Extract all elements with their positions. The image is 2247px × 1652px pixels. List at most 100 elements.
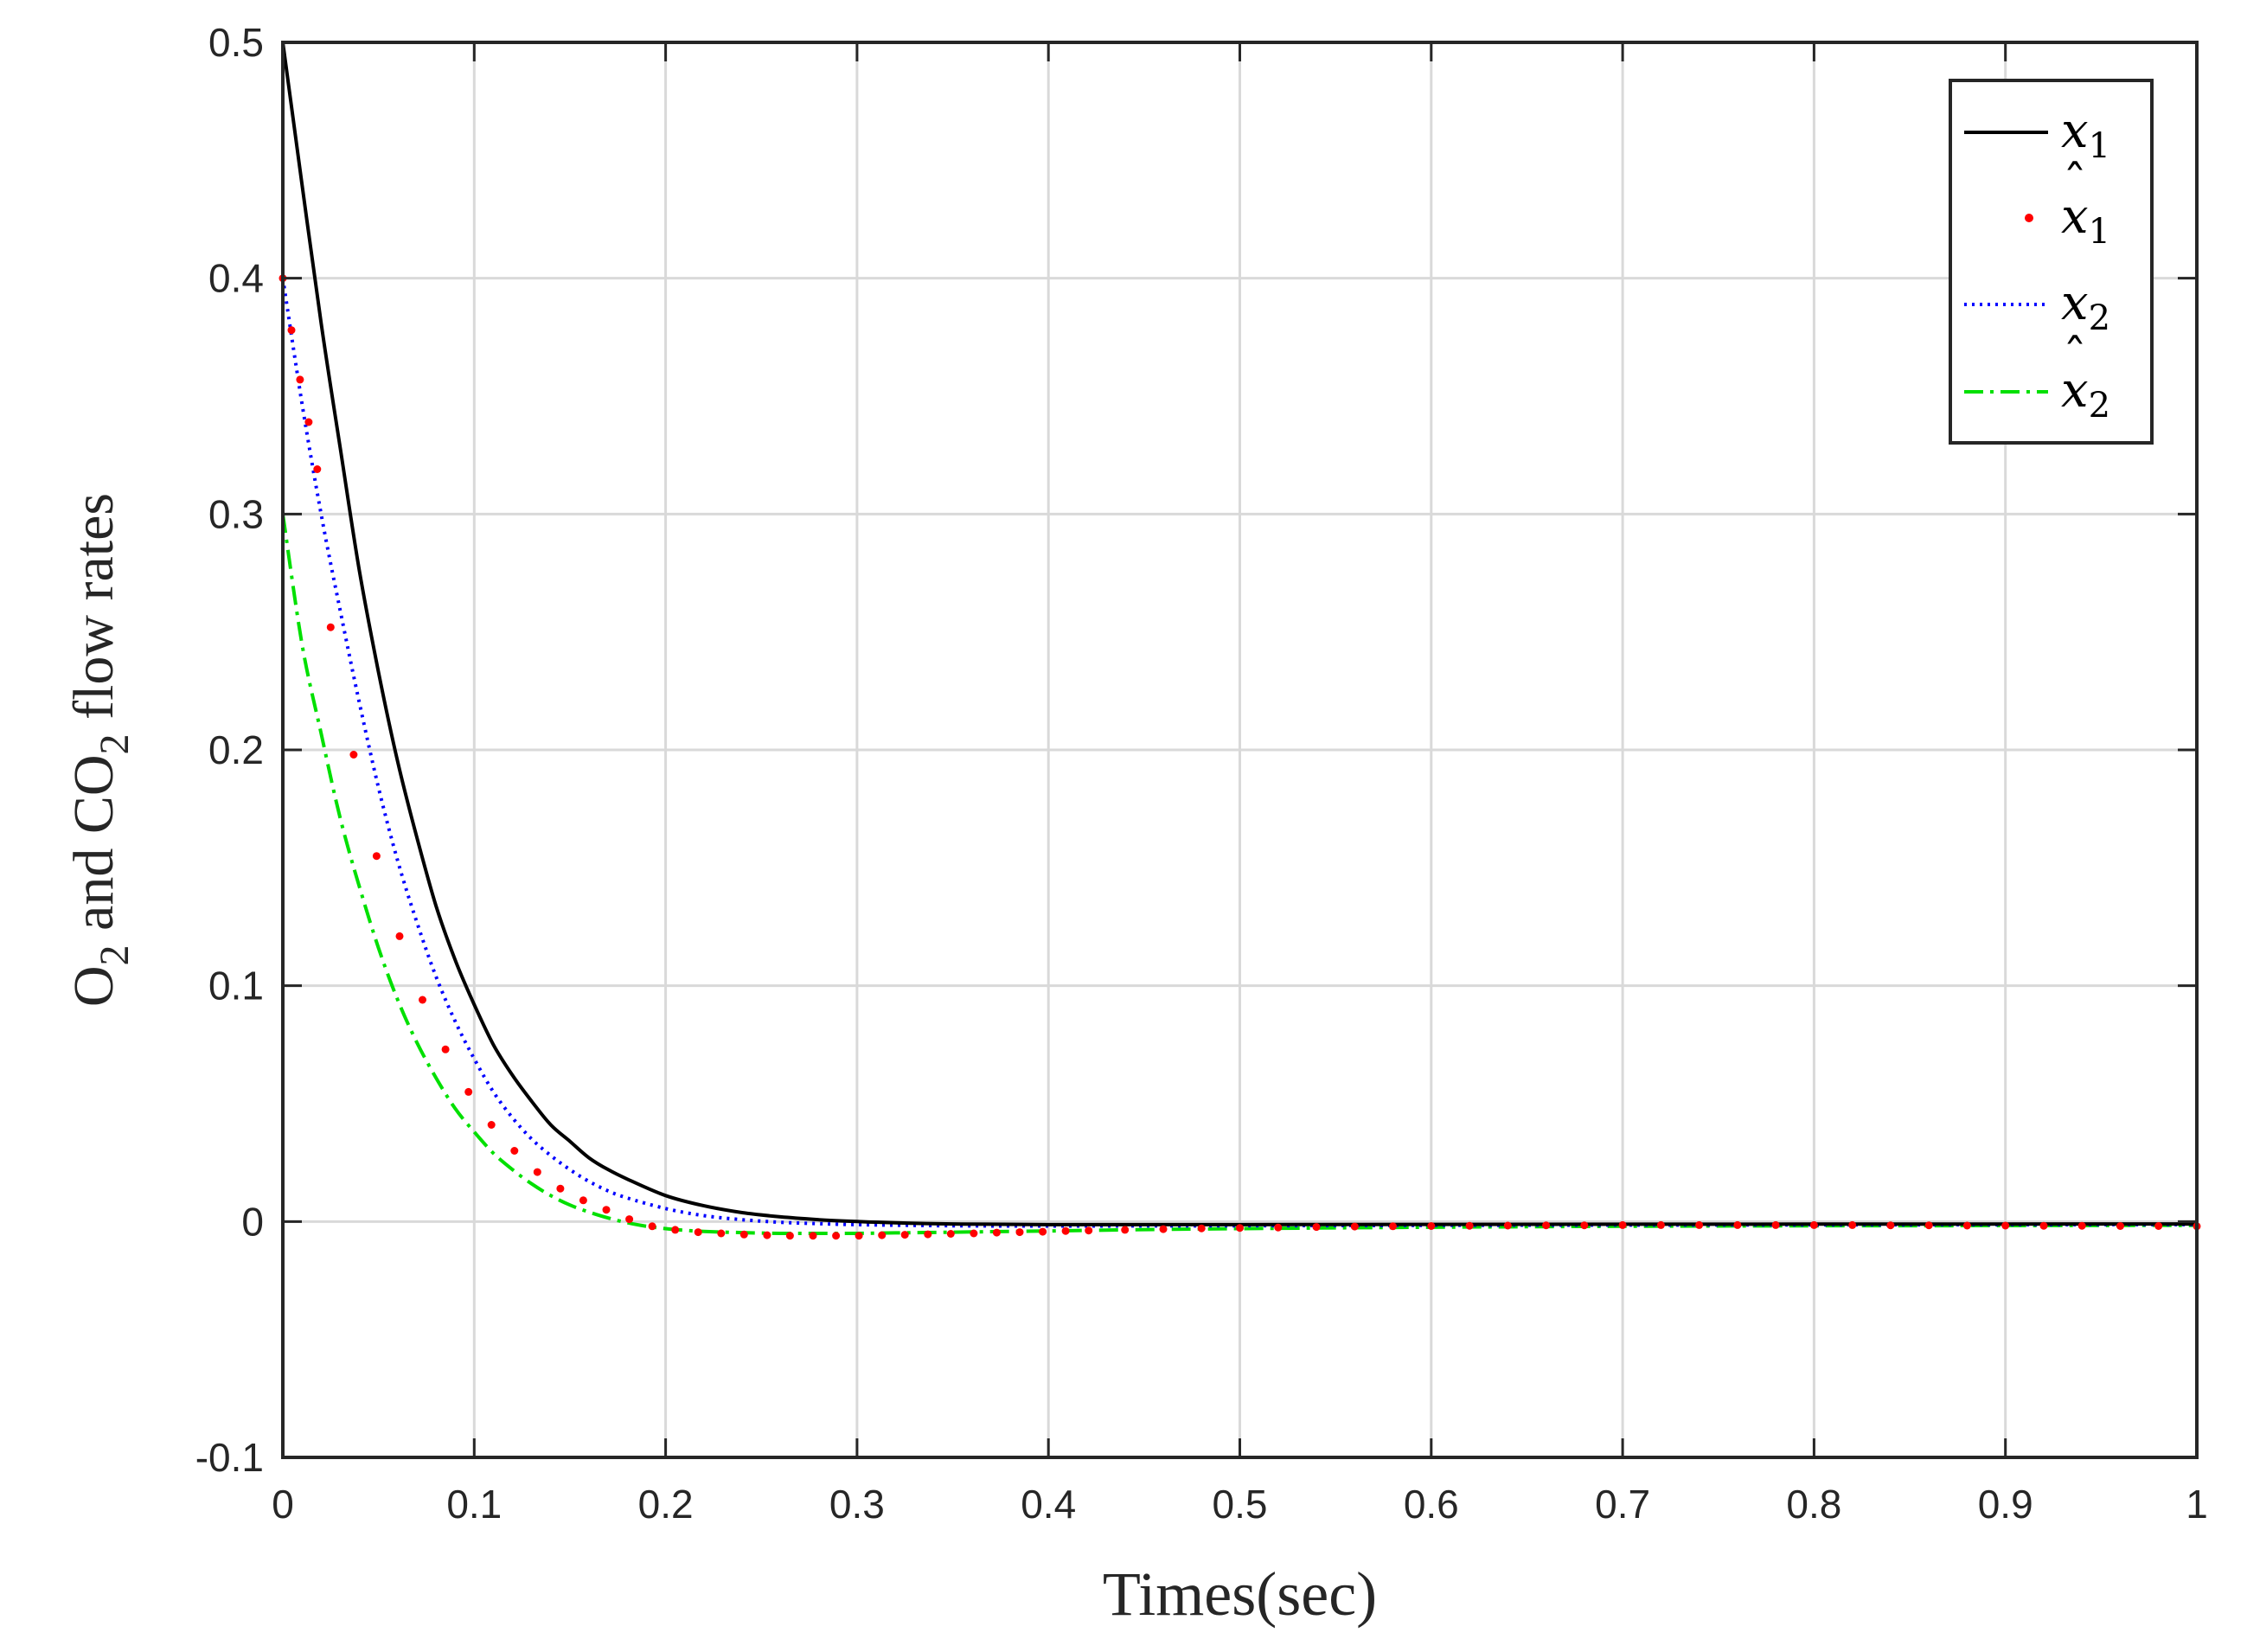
data-point (1061, 1226, 1070, 1235)
legend-hat: ˆ (2063, 156, 2087, 212)
data-point (878, 1231, 887, 1239)
data-point (763, 1231, 771, 1239)
data-point (1733, 1220, 1742, 1229)
x-tick-label: 0.4 (1021, 1482, 1076, 1527)
y-tick-label: 0.2 (208, 727, 264, 772)
series-line (281, 514, 2198, 1236)
x-tick-label: 0.8 (1786, 1482, 1841, 1527)
data-point (1274, 1223, 1283, 1232)
data-point (1312, 1223, 1321, 1232)
data-point (648, 1222, 656, 1231)
data-point (441, 1045, 450, 1053)
series-3 (281, 278, 2198, 1228)
legend-marker (2025, 214, 2033, 222)
y-axis-label-subscript: 2 (92, 733, 138, 754)
legend-entry: x2ˆ (1964, 330, 2110, 426)
data-point (326, 623, 335, 631)
x-tick-label: 0 (272, 1482, 294, 1527)
data-point (1695, 1220, 1704, 1229)
data-point (1924, 1221, 1933, 1230)
data-point (694, 1228, 702, 1237)
data-point (2116, 1222, 2124, 1230)
y-axis-label-part: and CO (62, 754, 125, 944)
data-point (625, 1215, 634, 1224)
legend-entry: x1 (1964, 103, 2110, 166)
data-point (464, 1087, 473, 1096)
y-tick-label: 0.3 (208, 491, 264, 536)
legend-label-subscript: 1 (2089, 126, 2110, 166)
y-axis-label: O2 and CO2 flow rates (62, 493, 138, 1007)
legend-label-base: x (2061, 275, 2089, 331)
data-point (946, 1230, 955, 1238)
series-line (281, 278, 2198, 1228)
data-point (739, 1230, 748, 1239)
y-tick-label: -0.1 (195, 1435, 264, 1480)
data-point (2039, 1221, 2048, 1230)
y-axis-label-subscript: 2 (92, 944, 138, 965)
data-point (1809, 1220, 1818, 1229)
legend-label: x1 (2061, 103, 2110, 166)
data-point (1542, 1221, 1551, 1230)
data-point (1197, 1224, 1206, 1233)
y-axis-label-part: flow rates (62, 493, 125, 734)
data-point (419, 996, 426, 1004)
x-tick-label: 0.3 (829, 1482, 885, 1527)
data-point (717, 1229, 726, 1238)
data-point (1389, 1222, 1397, 1231)
legend-label: x2 (2061, 362, 2110, 426)
legend-label-base: x (2061, 189, 2089, 245)
x-tick-label: 0.2 (638, 1482, 694, 1527)
x-tick-label: 0.5 (1213, 1482, 1268, 1527)
data-point (900, 1231, 909, 1239)
series-4 (281, 514, 2198, 1236)
data-point (1350, 1222, 1359, 1231)
data-point (1427, 1222, 1436, 1230)
legend-entry: x1ˆ (2025, 156, 2110, 252)
data-point (304, 418, 313, 426)
ticks (281, 41, 2199, 1459)
legend-label-subscript: 2 (2089, 298, 2110, 338)
x-tick-label: 0.6 (1404, 1482, 1459, 1527)
data-point (809, 1232, 817, 1240)
data-point (992, 1228, 1001, 1237)
legend-label-base: x (2061, 362, 2089, 419)
data-point (1465, 1221, 1474, 1230)
data-point (1039, 1227, 1047, 1236)
data-point (372, 852, 381, 861)
data-point (395, 932, 404, 940)
y-tick-label: 0.4 (208, 256, 264, 301)
data-point (1159, 1225, 1168, 1233)
data-point (1771, 1220, 1780, 1229)
data-point (602, 1206, 611, 1214)
x-tick-label: 0.9 (1978, 1482, 2033, 1527)
data-point (1886, 1221, 1895, 1230)
data-point (2154, 1222, 2163, 1230)
data-point (1236, 1224, 1244, 1233)
legend-box (1949, 79, 2154, 445)
data-point (510, 1147, 519, 1155)
data-point (287, 326, 296, 335)
x-tick-labels: 0 0.1 0.2 0.3 0.4 0.5 0.6 0.7 0.8 0.9 1 (272, 1482, 2208, 1527)
data-point (556, 1184, 565, 1193)
data-point (1121, 1226, 1130, 1234)
data-point (970, 1229, 978, 1238)
y-axis-label-part: O (62, 965, 125, 1007)
legend-label: x1 (2061, 189, 2110, 252)
legend-label: x2 (2061, 275, 2110, 338)
data-point (349, 751, 358, 759)
data-point (1503, 1221, 1512, 1230)
legend-entry: x2 (1964, 275, 2110, 338)
data-point (924, 1230, 932, 1239)
data-point (313, 465, 322, 473)
data-point (1848, 1220, 1857, 1229)
y-tick-label: 0 (241, 1199, 264, 1244)
data-point (855, 1232, 863, 1240)
data-point (1618, 1220, 1627, 1229)
x-axis-label: Times(sec) (1103, 1559, 1377, 1629)
data-point (671, 1226, 680, 1234)
data-point (2077, 1221, 2086, 1230)
data-point (1085, 1226, 1093, 1235)
data-point (1962, 1221, 1971, 1230)
